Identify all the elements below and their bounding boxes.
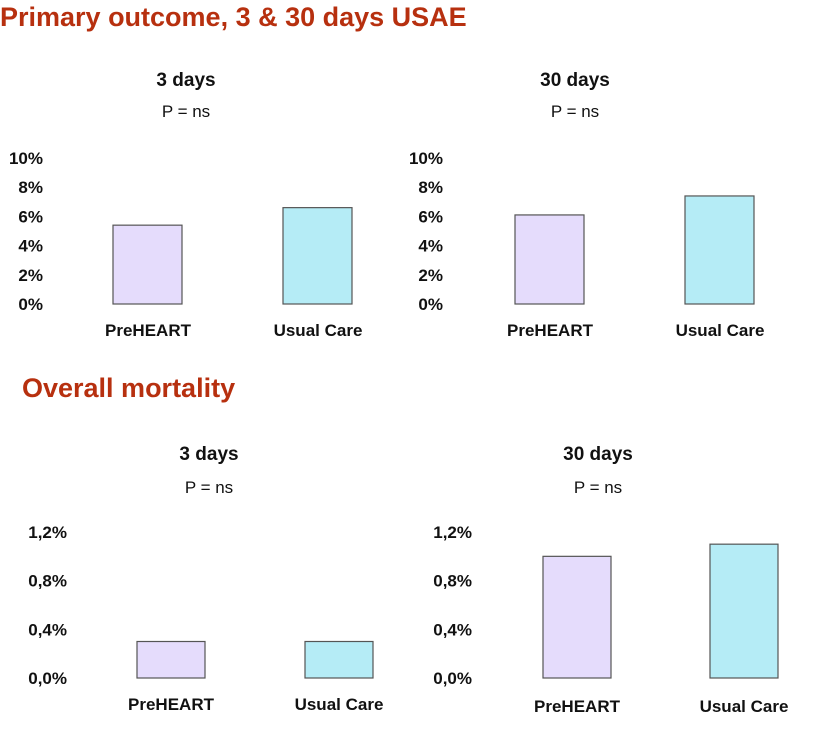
bar-preheart	[112, 224, 183, 305]
chart-subtitle: P = ns	[162, 102, 210, 121]
bar-preheart	[542, 555, 612, 679]
x-category-label: PreHEART	[507, 321, 594, 340]
overall-mortality-title: Overall mortality	[22, 373, 236, 403]
y-tick-label: 0%	[18, 295, 43, 314]
y-tick-label: 10%	[9, 149, 43, 168]
x-category-label: Usual Care	[700, 697, 789, 716]
bar-usual-care	[282, 207, 353, 305]
y-tick-label: 0,8%	[433, 572, 472, 591]
y-tick-label: 0,4%	[28, 620, 67, 639]
y-tick-label: 8%	[418, 178, 443, 197]
y-tick-label: 0,4%	[433, 620, 472, 639]
y-tick-label: 1,2%	[28, 523, 67, 542]
y-tick-label: 2%	[418, 266, 443, 285]
chart-title: 3 days	[156, 70, 215, 91]
chart-title: 3 days	[179, 444, 238, 465]
x-category-label: Usual Care	[274, 321, 363, 340]
y-tick-label: 0,0%	[433, 669, 472, 688]
y-tick-label: 1,2%	[433, 523, 472, 542]
chart-subtitle: P = ns	[551, 102, 599, 121]
bar-usual-care	[709, 543, 779, 679]
y-tick-label: 0%	[418, 295, 443, 314]
bar-chart-2: 30 days P = ns 0% 2% 4% 6% 8% 10% PreHEART Usual …	[409, 70, 764, 340]
y-tick-label: 2%	[18, 266, 43, 285]
bar-chart-3: 3 days P = ns 0,0% 0,4% 0,8% 1,2% PreHEART Usua…	[28, 444, 383, 714]
primary-outcome-title: Primary outcome, 3 & 30 days USAE	[0, 2, 467, 32]
bar-preheart	[514, 214, 585, 305]
y-tick-label: 6%	[418, 207, 443, 226]
bar-preheart	[136, 640, 206, 679]
bar-usual-care	[304, 640, 374, 679]
x-category-label: Usual Care	[676, 321, 765, 340]
y-tick-label: 0,8%	[28, 572, 67, 591]
y-tick-label: 8%	[18, 178, 43, 197]
x-category-label: Usual Care	[295, 695, 384, 714]
x-category-label: PreHEART	[105, 321, 192, 340]
bar-chart-4: 30 days P = ns 0,0% 0,4% 0,8% 1,2% PreHEART Usu…	[433, 444, 788, 716]
x-category-label: PreHEART	[128, 695, 215, 714]
bar-usual-care	[684, 195, 755, 305]
chart-subtitle: P = ns	[185, 478, 233, 497]
y-tick-label: 0,0%	[28, 669, 67, 688]
chart-title: 30 days	[540, 70, 610, 91]
chart-subtitle: P = ns	[574, 478, 622, 497]
bar-chart-1: 3 days P = ns 0% 2% 4% 6% 8% 10% PreHEART Usual C…	[9, 70, 362, 340]
chart-title: 30 days	[563, 444, 633, 465]
y-tick-label: 4%	[18, 237, 43, 256]
y-tick-label: 6%	[18, 207, 43, 226]
y-tick-label: 4%	[418, 237, 443, 256]
y-tick-label: 10%	[409, 149, 443, 168]
x-category-label: PreHEART	[534, 697, 621, 716]
